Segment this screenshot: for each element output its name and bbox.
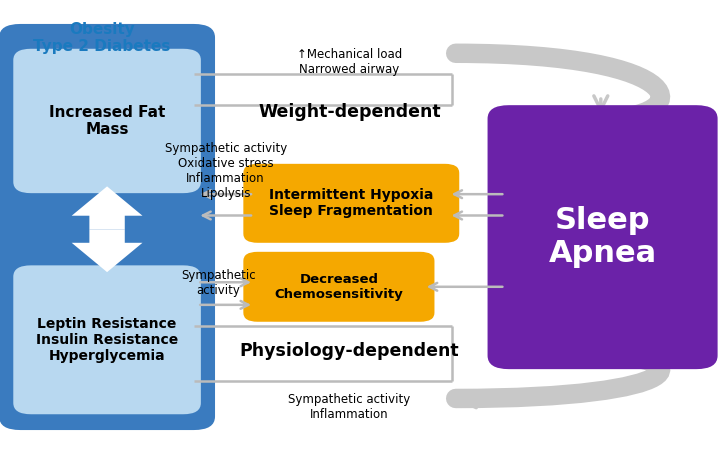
FancyBboxPatch shape <box>13 49 201 193</box>
Text: Sympathetic activity
Oxidative stress
Inflammation
Lipolysis: Sympathetic activity Oxidative stress In… <box>165 142 287 200</box>
Text: Decreased
Chemosensitivity: Decreased Chemosensitivity <box>275 273 403 301</box>
FancyBboxPatch shape <box>487 105 718 369</box>
FancyBboxPatch shape <box>0 24 215 430</box>
Text: Sleep
Apnea: Sleep Apnea <box>549 206 656 268</box>
Text: Weight-dependent: Weight-dependent <box>258 103 441 121</box>
FancyBboxPatch shape <box>13 265 201 414</box>
FancyBboxPatch shape <box>243 252 434 322</box>
Text: Sympathetic
activity: Sympathetic activity <box>181 269 256 297</box>
Text: Increased Fat
Mass: Increased Fat Mass <box>49 105 165 137</box>
Text: Physiology-dependent: Physiology-dependent <box>239 342 459 360</box>
Text: Sympathetic activity
Inflammation: Sympathetic activity Inflammation <box>288 394 411 421</box>
Text: Leptin Resistance
Insulin Resistance
Hyperglycemia: Leptin Resistance Insulin Resistance Hyp… <box>36 316 178 363</box>
Text: Obesity
Type 2 Diabetes: Obesity Type 2 Diabetes <box>33 22 170 54</box>
Text: Intermittent Hypoxia
Sleep Fragmentation: Intermittent Hypoxia Sleep Fragmentation <box>269 188 434 218</box>
FancyBboxPatch shape <box>243 164 459 243</box>
Text: ↑Mechanical load
Narrowed airway: ↑Mechanical load Narrowed airway <box>297 48 402 76</box>
FancyArrow shape <box>72 187 142 229</box>
FancyArrow shape <box>72 229 142 272</box>
